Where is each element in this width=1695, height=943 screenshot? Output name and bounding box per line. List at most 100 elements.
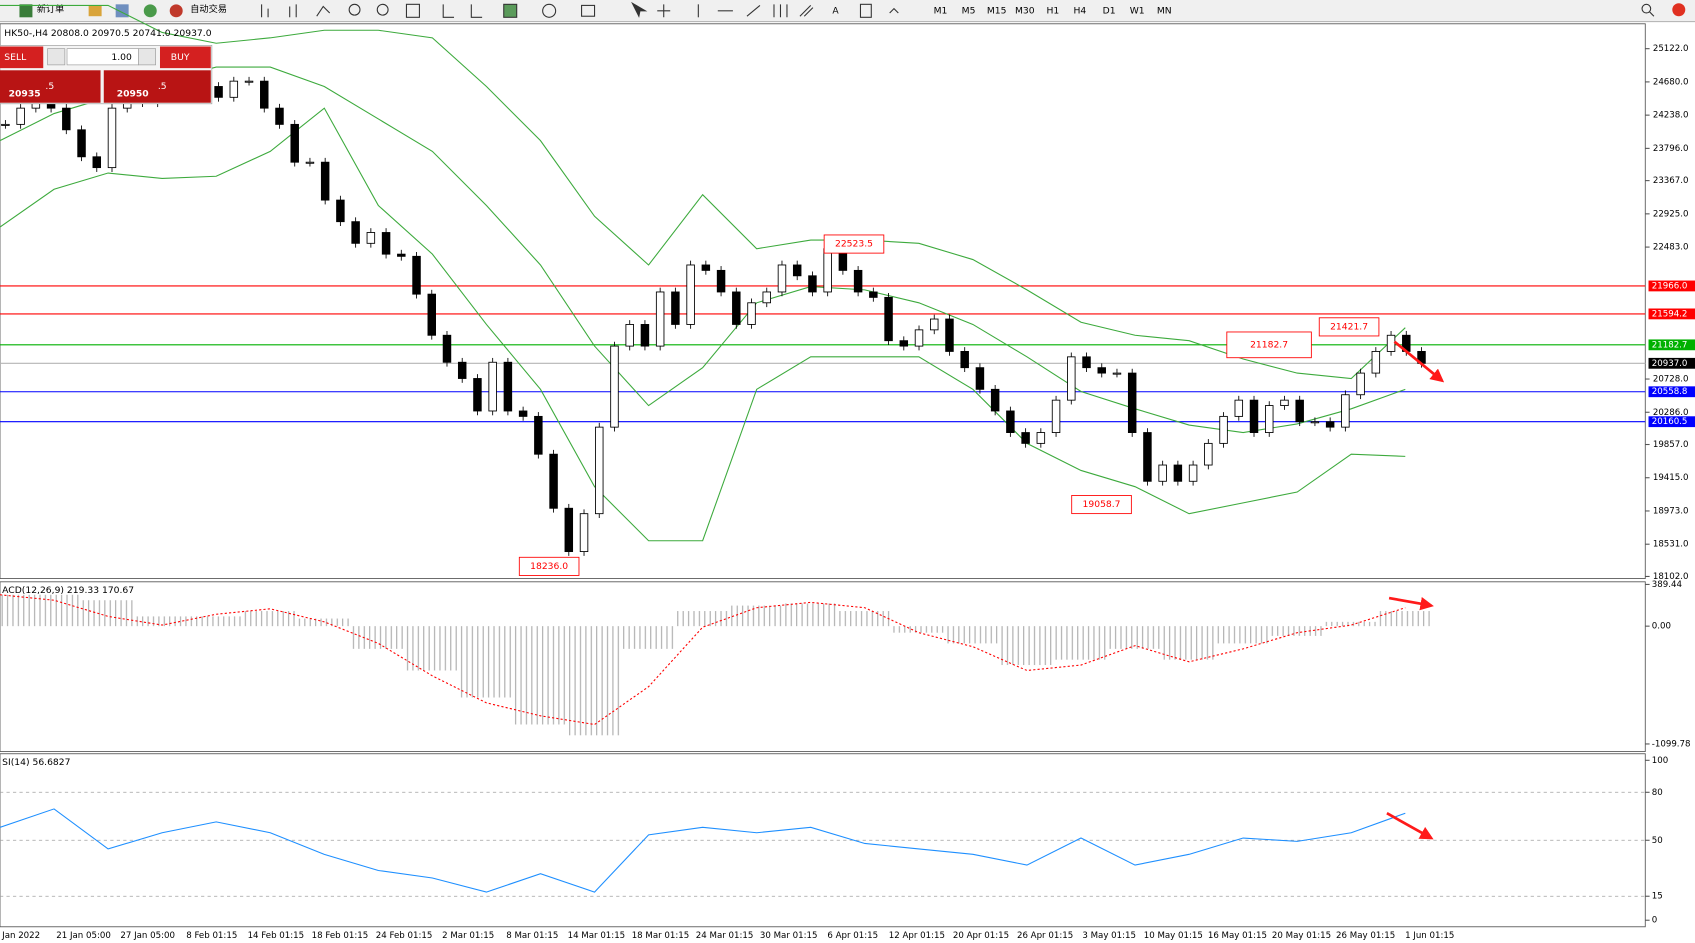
candle-body [732, 291, 741, 325]
macd-histogram-bar [891, 626, 946, 633]
candle-body [671, 291, 680, 325]
buy-label[interactable]: BUY [171, 52, 190, 63]
x-tick-label: 8 Feb 01:15 [186, 931, 237, 941]
lots-value[interactable]: 1.00 [111, 52, 132, 63]
auto-trading-button[interactable]: 自动交易 [190, 3, 227, 15]
x-tick-label: 14 Feb 01:15 [248, 931, 305, 941]
timeframe-button[interactable]: D1 [1103, 5, 1116, 16]
y-tick-label: 25122.0 [1653, 44, 1689, 54]
timeframe-button[interactable]: MN [1157, 5, 1172, 16]
y-tick-label: 20728.0 [1653, 375, 1689, 385]
x-tick-label: 18 Mar 01:15 [632, 931, 690, 941]
timeframe-button[interactable]: M30 [1015, 5, 1035, 16]
y-tick-label: 18102.0 [1653, 572, 1689, 582]
candle-body [1356, 372, 1365, 396]
level-tag-label: 20558.8 [1652, 387, 1688, 397]
candle-body [1112, 372, 1122, 375]
timeframe-button[interactable]: M5 [962, 5, 976, 16]
sell-price-box[interactable] [0, 70, 101, 103]
candle-body [625, 324, 634, 347]
candle-body [1341, 394, 1350, 428]
price-annotation: 18236.0 [530, 561, 568, 572]
candle-body [777, 264, 787, 293]
candle-body [899, 340, 909, 347]
macd-histogram-bar [189, 616, 244, 627]
sell-button[interactable] [0, 46, 44, 69]
candle-body [16, 107, 25, 125]
macd-histogram-bar [1378, 611, 1433, 627]
candle-body [808, 275, 817, 293]
macd-histogram-bar [1216, 626, 1271, 644]
candle-body [1021, 432, 1030, 444]
macd-histogram-bar [243, 611, 298, 627]
candle-body [1097, 367, 1106, 374]
y-tick-label: 24680.0 [1653, 77, 1689, 87]
buy-price-box[interactable] [103, 70, 211, 103]
sell-label[interactable]: SELL [4, 52, 27, 63]
new-order-button[interactable]: 新订单 [37, 3, 65, 15]
candle-body [534, 415, 543, 455]
candle-body [1295, 399, 1304, 423]
x-tick-label: 2 Mar 01:15 [442, 931, 494, 941]
timeframe-button[interactable]: H1 [1047, 5, 1060, 16]
candle-body [990, 388, 1000, 412]
candle-body [244, 80, 254, 83]
timeframe-button[interactable]: H4 [1074, 5, 1087, 16]
macd-histogram-bar [459, 626, 514, 698]
candle-body [1051, 399, 1061, 433]
level-tag [1648, 280, 1695, 292]
x-tick-label: 24 Feb 01:15 [376, 931, 433, 941]
candle-body [488, 361, 497, 412]
x-tick-label: Jan 2022 [1, 931, 40, 941]
timeframe-bar: M1 M5 M15 M30 H1 H4 D1 W1 MN [934, 5, 1172, 16]
x-tick-label: 14 Mar 01:15 [568, 931, 626, 941]
bollinger-band [0, 66, 1406, 434]
price-annotation-box [823, 234, 885, 254]
candle-body [762, 291, 771, 304]
candle-body [747, 302, 756, 325]
macd-histogram-bar [945, 626, 1000, 644]
candle-body [549, 453, 558, 509]
x-tick-label: 18 Feb 01:15 [312, 931, 369, 941]
candle-body [351, 221, 360, 244]
candle-body [412, 255, 421, 295]
symbol-info: HK50-,H4 20808.0 20970.5 20741.0 20937.0 [4, 28, 211, 39]
x-tick-label: 26 May 01:15 [1336, 931, 1395, 941]
price-annotation-box [1071, 495, 1132, 515]
candle-body [336, 199, 345, 223]
candle-body [107, 107, 117, 169]
macd-histogram-bar [1108, 626, 1163, 649]
macd-histogram-bar [1162, 626, 1217, 660]
level-tag [1648, 386, 1695, 398]
candle-body [518, 410, 528, 417]
sell-price: 20935 [9, 89, 41, 100]
candle-body [1127, 372, 1137, 433]
level-tag [1648, 357, 1695, 369]
x-tick-label: 21 Jan 05:00 [56, 931, 111, 941]
x-tick-label: 3 May 01:15 [1082, 931, 1136, 941]
candle-body [930, 318, 939, 331]
timeframe-button[interactable]: M1 [934, 5, 948, 16]
candle-body [229, 80, 239, 98]
level-tag [1648, 339, 1695, 351]
candle-body [1173, 464, 1183, 482]
y-tick-label: 23367.0 [1653, 176, 1689, 186]
candle-body [1310, 421, 1320, 424]
candle-body [792, 264, 802, 277]
y-tick-label: 0.00 [1652, 622, 1671, 632]
candle-body [701, 264, 711, 271]
candle-body [640, 324, 650, 347]
candle-body [1325, 421, 1335, 428]
timeframe-button[interactable]: W1 [1130, 5, 1145, 16]
y-tick-label: 0 [1652, 916, 1657, 926]
candle-body [853, 269, 863, 293]
x-tick-label: 24 Mar 01:15 [696, 931, 754, 941]
buy-button[interactable] [159, 46, 211, 69]
macd-histogram-bar [513, 626, 568, 725]
trend-arrows [1386, 340, 1445, 840]
price-annotation: 19058.7 [1083, 499, 1121, 510]
y-tick-label: 18973.0 [1653, 506, 1689, 516]
timeframe-button[interactable]: M15 [987, 5, 1007, 16]
